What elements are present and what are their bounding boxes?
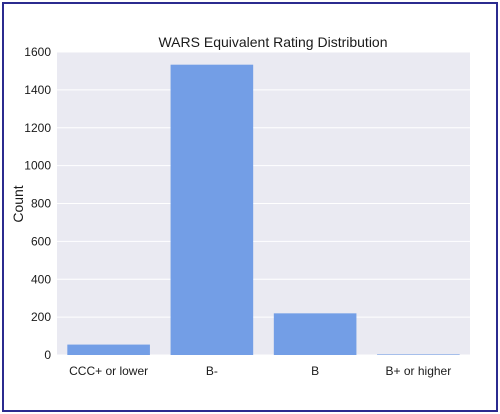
bar [170, 64, 254, 356]
bars [67, 64, 460, 356]
x-tick-label: B [311, 364, 319, 378]
x-tick-labels: CCC+ or lower B- B B+ or higher [69, 364, 451, 378]
y-tick-label: 1600 [24, 45, 51, 59]
y-tick-labels: 0 200 400 600 800 1000 1200 1400 1600 [24, 45, 51, 362]
y-tick-label: 0 [44, 348, 51, 362]
x-tick-label: B- [206, 364, 218, 378]
y-tick-label: 1400 [24, 83, 51, 97]
y-tick-label: 1200 [24, 121, 51, 135]
bar [377, 354, 460, 355]
x-tick-label: B+ or higher [386, 364, 452, 378]
x-tick-label: CCC+ or lower [69, 364, 148, 378]
y-tick-label: 600 [31, 234, 51, 248]
bar [67, 344, 150, 355]
y-tick-label: 800 [31, 197, 51, 211]
y-axis-label: Count [10, 185, 26, 222]
y-tick-label: 400 [31, 272, 51, 286]
y-tick-label: 1000 [24, 159, 51, 173]
y-tick-label: 200 [31, 310, 51, 324]
bar [273, 313, 357, 355]
gridlines [57, 51, 470, 356]
chart-title: WARS Equivalent Rating Distribution [158, 34, 387, 50]
